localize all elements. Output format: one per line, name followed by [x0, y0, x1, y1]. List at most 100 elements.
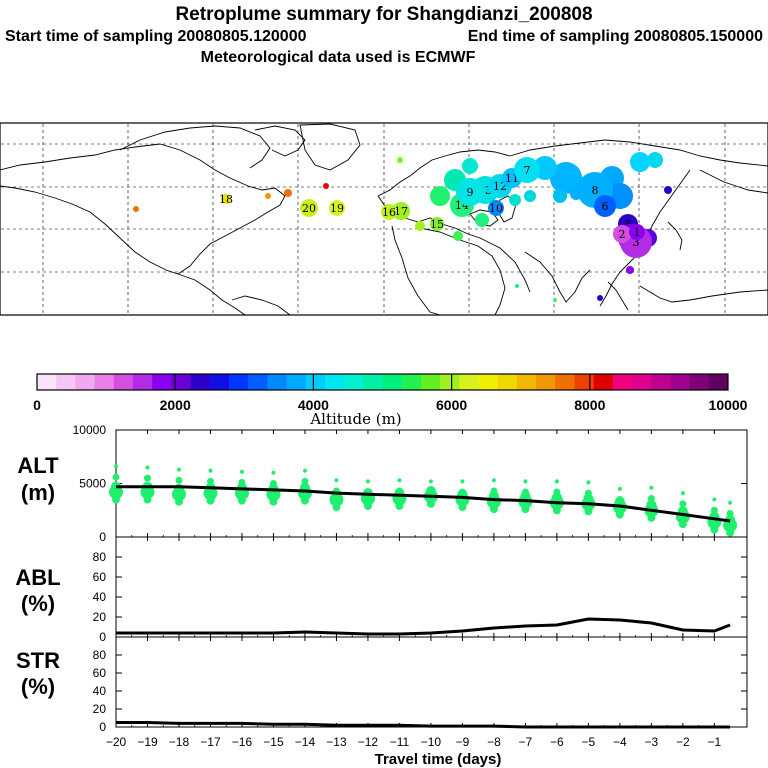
colorbar-tick-label: 4000 — [298, 397, 329, 413]
alt-cluster-point — [239, 469, 244, 474]
plume-blob — [284, 189, 292, 197]
plume-blob — [397, 157, 403, 163]
colorbar-cell — [94, 374, 115, 390]
colorbar-cell — [363, 374, 383, 390]
alt-cluster-point — [584, 507, 593, 516]
alt-cluster-point — [710, 506, 718, 514]
colorbar-label: Altitude (m) — [309, 410, 401, 428]
colorbar-cell — [401, 374, 422, 390]
colorbar-cell — [324, 374, 345, 390]
cluster-20-point — [300, 199, 318, 217]
cluster-9-label: 9 — [467, 186, 474, 199]
colorbar-cell — [632, 374, 652, 390]
plume-blob — [475, 213, 489, 227]
plume-blob — [647, 152, 663, 168]
met-data-note: Meteorological data used is ECMWF — [201, 49, 476, 66]
x-tick-label: −13 — [326, 735, 347, 749]
alt-cluster-point — [206, 477, 214, 485]
cluster-15-label: 15 — [430, 218, 444, 231]
alt-cluster-point — [523, 479, 528, 484]
colorbar-cell — [305, 374, 326, 390]
x-tick-label: −7 — [519, 735, 533, 749]
x-tick-label: −10 — [421, 735, 442, 749]
colorbar-cell — [420, 374, 441, 390]
cluster-18-label: 18 — [219, 193, 233, 206]
cluster-10-label: 10 — [489, 202, 503, 215]
y-tick-label: 0 — [99, 630, 106, 644]
colorbar-frame — [36, 373, 729, 391]
cluster-19-point — [329, 200, 345, 216]
colorbar-cell — [132, 374, 153, 390]
coastlines — [0, 123, 768, 316]
abl-mean-line — [116, 617, 731, 636]
colorbar-cell — [478, 374, 498, 390]
colorbar-cell — [248, 374, 268, 390]
colorbar-cell — [497, 374, 518, 390]
y-tick-label: 20 — [93, 610, 107, 624]
alt-cluster-point — [551, 492, 562, 503]
alt-cluster-point — [365, 479, 370, 484]
colorbar-cell — [152, 374, 172, 390]
plume-blob — [415, 221, 425, 231]
alt-cluster-point — [583, 493, 594, 504]
alt-panel: 0 5000 10000 — [73, 423, 748, 544]
alt-cluster-point — [649, 485, 654, 490]
colorbar-cell — [113, 374, 134, 390]
str-label: STR — [16, 648, 60, 673]
x-tick-label: −20 — [106, 735, 127, 749]
colorbar-cell — [190, 374, 211, 390]
colorbar-cell — [670, 374, 690, 390]
cluster-7-label: 7 — [524, 164, 531, 177]
cluster-6-point — [594, 195, 616, 217]
alt-cluster-point — [395, 501, 404, 510]
x-tick-label: −16 — [232, 735, 253, 749]
colorbar-cell — [440, 374, 460, 390]
y-tick-label: 20 — [93, 702, 107, 716]
alt-cluster-point — [302, 468, 307, 473]
y-tick-label: 10000 — [73, 423, 107, 437]
cluster-19-label: 19 — [330, 202, 344, 215]
colorbar-cell — [516, 374, 537, 390]
plume-blob — [453, 231, 463, 241]
cluster-1-label: 1 — [634, 226, 641, 239]
alt-cluster-point — [332, 503, 341, 512]
alt-cluster-point — [521, 488, 529, 496]
plume-blob — [553, 298, 557, 302]
x-tick-label: −9 — [456, 735, 470, 749]
alt-cluster-point — [112, 473, 120, 481]
colorbar-cell — [651, 374, 671, 390]
alt-cluster-point — [114, 464, 118, 469]
x-tick-label: −4 — [613, 735, 627, 749]
colorbar-cell — [286, 374, 307, 390]
colorbar-cell — [382, 374, 402, 390]
alt-cluster-point — [726, 509, 734, 517]
y-tick-label: 40 — [93, 684, 107, 698]
alt-cluster-point — [238, 478, 246, 486]
colorbar-cell — [689, 374, 710, 390]
plume-blob — [515, 284, 519, 288]
abl-unit: (%) — [21, 591, 55, 616]
plume-blob — [462, 158, 478, 174]
y-tick-label: 0 — [99, 530, 106, 544]
cluster-2-label: 2 — [619, 228, 626, 241]
x-tick-label: −1 — [708, 735, 722, 749]
colorbar-tick-label: 6000 — [436, 397, 467, 413]
colorbar-cell — [708, 374, 729, 390]
alt-cluster-point — [301, 477, 309, 485]
cluster-10-point — [488, 200, 504, 216]
x-axis-label: Travel time (days) — [375, 751, 502, 768]
colorbar-cell — [37, 374, 57, 390]
alt-cluster-point — [237, 496, 246, 505]
alt-mean-line — [116, 485, 731, 523]
alt-cluster-point — [647, 513, 656, 522]
retroplume-clusters: 2019181716151413121110987654321 — [133, 152, 672, 302]
cluster-1-point — [629, 224, 645, 240]
alt-cluster-point — [616, 496, 624, 504]
alt-cluster-point — [176, 467, 181, 472]
colorbar-cell — [459, 374, 479, 390]
alt-cluster-point — [334, 478, 339, 483]
sampling-end: End time of sampling 20080805.150000 — [468, 28, 763, 45]
x-axis: −20 −19 −18 −17 −16 −15 −14 −13 −12 −11 −10 −9 −8 −7 −… — [106, 735, 722, 749]
alt-cluster-point — [615, 510, 624, 519]
